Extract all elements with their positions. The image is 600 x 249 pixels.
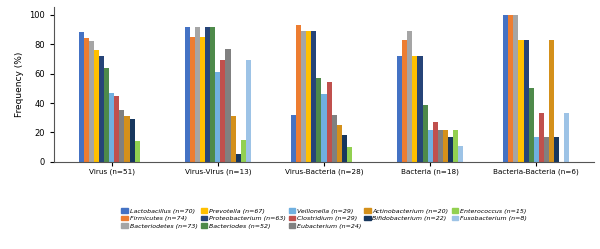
- Bar: [418, 56, 422, 162]
- Bar: [79, 32, 83, 162]
- Bar: [119, 110, 124, 162]
- Bar: [508, 15, 514, 162]
- Bar: [503, 15, 508, 162]
- Bar: [291, 115, 296, 162]
- Bar: [448, 137, 453, 162]
- Bar: [539, 113, 544, 162]
- Bar: [342, 135, 347, 162]
- Bar: [134, 141, 140, 162]
- Bar: [236, 154, 241, 162]
- Bar: [322, 94, 326, 162]
- Bar: [337, 125, 342, 162]
- Bar: [104, 68, 109, 162]
- Bar: [316, 78, 322, 162]
- Bar: [109, 93, 114, 162]
- Bar: [518, 40, 524, 162]
- Bar: [326, 82, 332, 162]
- Bar: [99, 56, 104, 162]
- Bar: [185, 27, 190, 162]
- Bar: [241, 140, 246, 162]
- Legend: Lactobacillus (n=70), Firmicutes (n=74), Bacteriodetes (n=73), Prevotella (n=67): Lactobacillus (n=70), Firmicutes (n=74),…: [121, 208, 527, 229]
- Bar: [311, 31, 316, 162]
- Bar: [114, 96, 119, 162]
- Bar: [428, 129, 433, 162]
- Bar: [529, 88, 534, 162]
- Bar: [397, 56, 402, 162]
- Bar: [412, 56, 418, 162]
- Bar: [453, 129, 458, 162]
- Bar: [534, 137, 539, 162]
- Bar: [332, 115, 337, 162]
- Bar: [220, 61, 226, 162]
- Bar: [433, 122, 438, 162]
- Y-axis label: Frequency (%): Frequency (%): [14, 52, 23, 117]
- Bar: [200, 37, 205, 162]
- Bar: [422, 105, 428, 162]
- Bar: [549, 40, 554, 162]
- Bar: [215, 72, 220, 162]
- Bar: [565, 113, 569, 162]
- Bar: [83, 38, 89, 162]
- Bar: [190, 37, 195, 162]
- Bar: [438, 129, 443, 162]
- Bar: [210, 27, 215, 162]
- Bar: [443, 129, 448, 162]
- Bar: [514, 15, 518, 162]
- Bar: [407, 31, 412, 162]
- Bar: [524, 40, 529, 162]
- Bar: [306, 31, 311, 162]
- Bar: [124, 116, 130, 162]
- Bar: [226, 49, 230, 162]
- Bar: [94, 50, 99, 162]
- Bar: [246, 61, 251, 162]
- Bar: [89, 41, 94, 162]
- Bar: [230, 116, 236, 162]
- Bar: [347, 147, 352, 162]
- Bar: [554, 137, 559, 162]
- Bar: [195, 27, 200, 162]
- Bar: [458, 146, 463, 162]
- Bar: [402, 40, 407, 162]
- Bar: [205, 27, 210, 162]
- Bar: [130, 119, 134, 162]
- Bar: [544, 137, 549, 162]
- Bar: [301, 31, 306, 162]
- Bar: [296, 25, 301, 162]
